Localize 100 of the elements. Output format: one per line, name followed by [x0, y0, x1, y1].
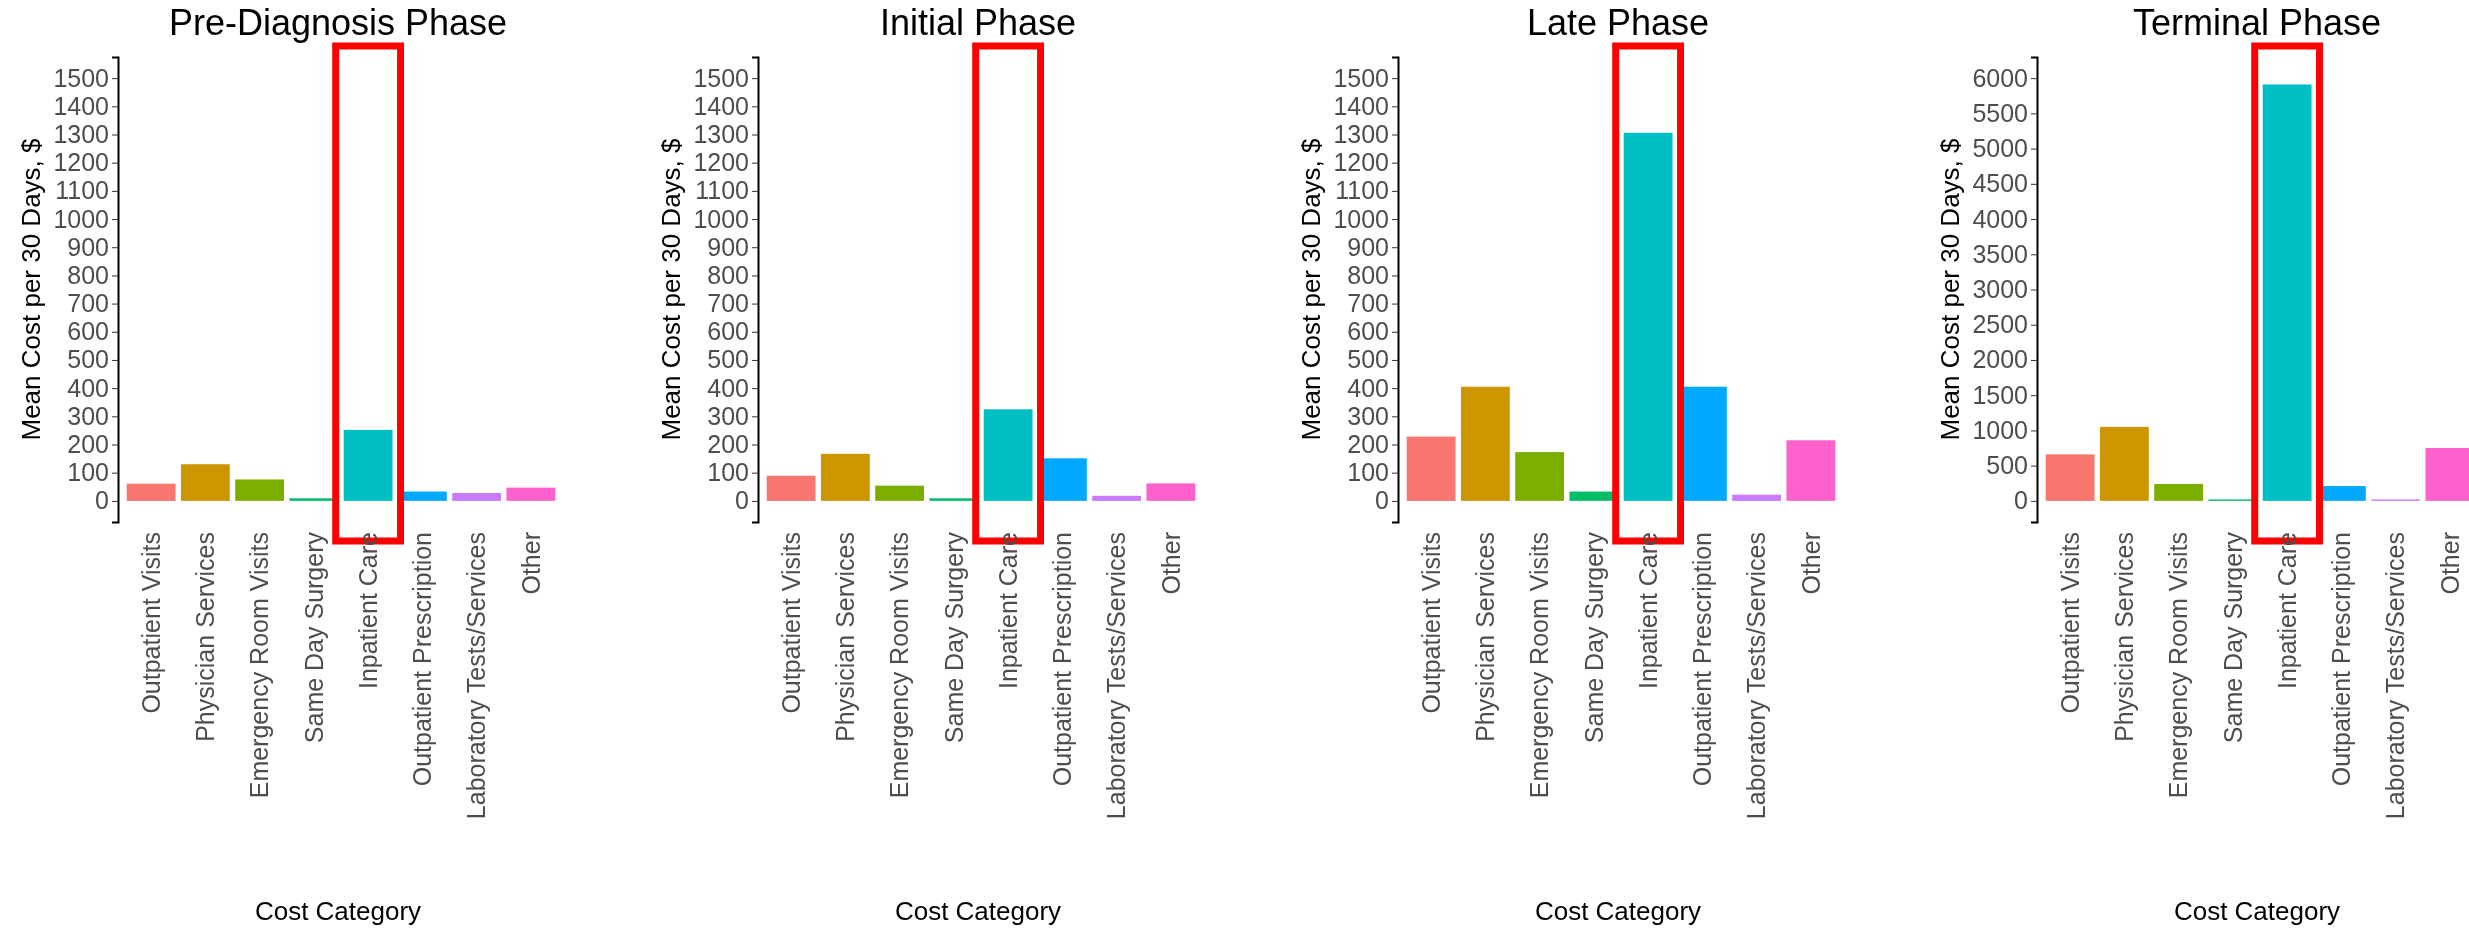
bar — [2154, 483, 2204, 501]
y-tick-label: 1500 — [53, 63, 109, 92]
bar — [820, 453, 870, 501]
y-tick-label: 200 — [1347, 430, 1389, 458]
y-tick-label: 1400 — [53, 91, 109, 120]
x-axis-title: Cost Category — [1534, 896, 1702, 926]
x-tick-label: Laboratory Tests/Services — [462, 532, 491, 820]
x-tick-label: Emergency Room Visits — [1525, 532, 1554, 799]
x-axis-title: Cost Category — [254, 896, 422, 926]
x-tick-label: Inpatient Care — [1633, 532, 1662, 690]
y-tick-label: 1500 — [1972, 380, 2028, 409]
y-tick-label: 700 — [707, 289, 749, 318]
x-tick-label: Other — [1796, 532, 1825, 595]
y-tick-label: 800 — [67, 260, 109, 289]
y-tick-label: 3000 — [1972, 275, 2028, 303]
x-tick-label: Emergency Room Visits — [885, 532, 914, 799]
x-tick-label: Physician Services — [2110, 532, 2139, 742]
bar — [1623, 132, 1673, 501]
x-tick-label: Same Day Surgery — [939, 531, 968, 744]
bar — [2045, 454, 2095, 501]
y-tick-label: 200 — [707, 430, 749, 458]
x-tick-label: Other — [516, 532, 545, 595]
y-tick-label: 1300 — [693, 120, 749, 148]
x-tick-label: Outpatient Prescription — [1688, 532, 1717, 787]
bar — [2099, 426, 2149, 501]
y-tick-label: 200 — [67, 430, 109, 458]
bar — [506, 487, 556, 501]
bar — [983, 409, 1033, 501]
y-tick-label: 700 — [1347, 289, 1389, 318]
x-axis-title: Cost Category — [2173, 896, 2341, 926]
y-tick-label: 0 — [735, 486, 749, 515]
y-tick-label: 1100 — [55, 176, 109, 205]
x-tick-label: Outpatient Visits — [1416, 532, 1445, 714]
y-tick-label: 2500 — [1972, 310, 2028, 339]
y-tick-label: 900 — [67, 232, 109, 261]
y-tick-label: 400 — [1347, 373, 1389, 402]
bar — [452, 492, 502, 501]
x-tick-label: Emergency Room Visits — [2164, 532, 2193, 799]
y-tick-label: 1200 — [53, 148, 109, 177]
x-tick-label: Inpatient Care — [2272, 532, 2301, 690]
x-tick-label: Inpatient Care — [993, 532, 1022, 690]
x-tick-label: Laboratory Tests/Services — [1102, 532, 1131, 820]
y-tick-label: 0 — [95, 486, 109, 515]
y-tick-label: 1000 — [1972, 415, 2028, 444]
y-tick-label: 1300 — [53, 120, 109, 148]
x-tick-label: Emergency Room Visits — [245, 532, 274, 799]
y-tick-label: 0 — [2014, 486, 2028, 515]
x-tick-label: Physician Services — [191, 532, 220, 742]
y-tick-label: 100 — [1347, 458, 1389, 487]
x-tick-label: Outpatient Prescription — [2327, 532, 2356, 787]
bar — [180, 464, 230, 501]
y-tick-label: 800 — [707, 260, 749, 289]
x-tick-label: Outpatient Visits — [776, 532, 805, 714]
y-tick-label: 500 — [1986, 451, 2028, 480]
y-tick-label: 5500 — [1972, 98, 2028, 127]
bar — [343, 429, 393, 501]
y-tick-label: 1100 — [1335, 176, 1389, 205]
y-tick-label: 1000 — [1333, 204, 1389, 233]
y-tick-label: 500 — [67, 345, 109, 374]
y-tick-label: 5000 — [1972, 134, 2028, 163]
y-tick-label: 300 — [1347, 401, 1389, 430]
y-tick-label: 300 — [707, 401, 749, 430]
y-tick-label: 400 — [67, 373, 109, 402]
y-tick-label: 6000 — [1972, 63, 2028, 92]
y-axis-title: Mean Cost per 30 Days, $ — [1296, 137, 1326, 441]
bar — [1092, 495, 1142, 501]
bar — [1460, 386, 1510, 501]
x-tick-label: Outpatient Visits — [136, 532, 165, 714]
y-tick-label: 600 — [67, 317, 109, 346]
chart-title: Initial Phase — [879, 2, 1077, 43]
y-tick-label: 600 — [1347, 317, 1389, 346]
x-tick-label: Physician Services — [831, 532, 860, 742]
x-tick-label: Inpatient Care — [353, 532, 382, 690]
x-axis-title: Cost Category — [894, 896, 1062, 926]
x-tick-label: Same Day Surgery — [1579, 531, 1608, 744]
y-tick-label: 800 — [1347, 260, 1389, 289]
bar — [875, 485, 925, 501]
y-tick-label: 1300 — [1333, 120, 1389, 148]
y-tick-label: 4000 — [1972, 204, 2028, 233]
y-tick-label: 100 — [67, 458, 109, 487]
y-tick-label: 1200 — [1333, 148, 1389, 177]
x-tick-label: Same Day Surgery — [2218, 531, 2247, 744]
chart-title: Pre-Diagnosis Phase — [168, 2, 508, 43]
chart-title: Late Phase — [1526, 2, 1710, 43]
bar — [1515, 452, 1565, 501]
x-tick-label: Outpatient Visits — [2055, 532, 2084, 714]
chart-title: Terminal Phase — [2132, 2, 2382, 43]
y-axis-title: Mean Cost per 30 Days, $ — [656, 137, 686, 441]
bar — [126, 483, 176, 501]
y-tick-label: 4500 — [1972, 169, 2028, 198]
y-tick-label: 1500 — [1333, 63, 1389, 92]
y-tick-label: 1200 — [693, 148, 749, 177]
y-tick-label: 1000 — [53, 204, 109, 233]
y-tick-label: 1400 — [693, 91, 749, 120]
y-tick-label: 1400 — [1333, 91, 1389, 120]
y-tick-label: 400 — [707, 373, 749, 402]
bar — [1786, 440, 1836, 501]
x-tick-label: Outpatient Prescription — [408, 532, 437, 787]
y-tick-label: 900 — [1347, 232, 1389, 261]
x-tick-label: Outpatient Prescription — [1048, 532, 1077, 787]
